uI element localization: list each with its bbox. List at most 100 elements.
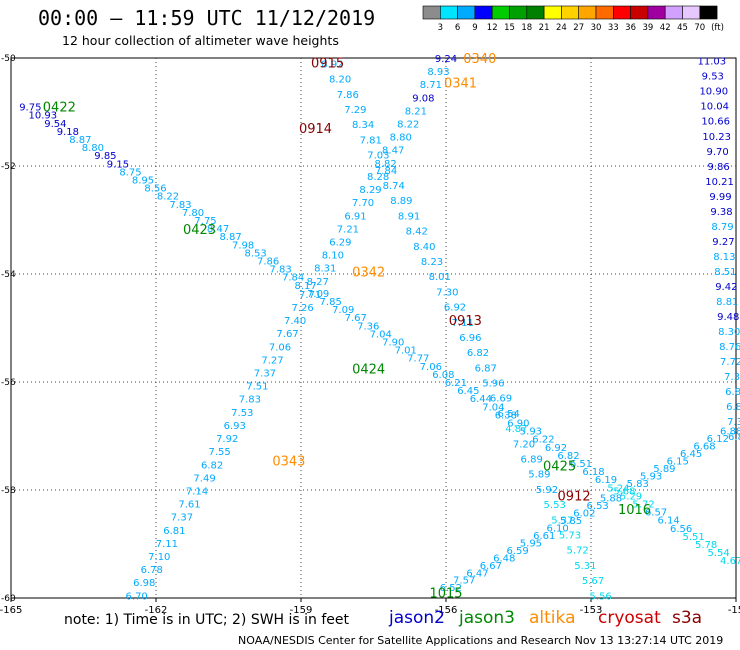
swh-value: 6.69: [490, 394, 512, 405]
swh-value: 5.93: [520, 427, 542, 438]
swh-value: 8.81: [716, 297, 738, 308]
swh-value: 7.3: [727, 417, 740, 428]
x-tick-label: -159: [290, 605, 313, 616]
swh-value: 8.31: [314, 264, 336, 275]
swh-value: 6.8: [728, 432, 740, 443]
swh-value: 8.51: [714, 267, 736, 278]
colorbar-tick: 18: [521, 23, 532, 33]
swh-value: 5.56: [590, 591, 612, 602]
swh-value: 6.57: [645, 508, 667, 519]
swh-value: 8.76: [719, 342, 740, 353]
swh-value: 8.42: [406, 227, 428, 238]
swh-value: 6.19: [595, 475, 617, 486]
swh-value: 5.72: [567, 546, 589, 557]
swh-value: 7.36: [357, 321, 379, 332]
colorbar-swatch: [457, 5, 476, 20]
swh-value: 10.21: [705, 177, 734, 188]
y-tick-label: -60: [1, 594, 16, 604]
swh-value: 9.86: [707, 162, 729, 173]
swh-value: 8.28: [367, 172, 389, 183]
swh-value: 6.8: [725, 387, 740, 398]
colorbar-swatch: [509, 5, 528, 20]
footnote: note: 1) Time is in UTC; 2) SWH is in fe…: [64, 612, 350, 628]
swh-value: 5.31: [574, 561, 596, 572]
swh-value: 6.67: [480, 561, 502, 572]
swh-value: 7.72: [720, 357, 740, 368]
swh-value: 6.48: [493, 553, 515, 564]
swh-value: 9.48: [717, 312, 739, 323]
y-tick-label: -54: [1, 270, 16, 280]
swh-value: 6.12: [707, 434, 729, 445]
pass-time-label: 0343: [272, 454, 305, 469]
swh-value: 5.54: [708, 548, 730, 559]
swh-value: 6.53: [587, 501, 609, 512]
colorbar-tick: 9: [472, 23, 477, 33]
swh-value: 8.80: [390, 133, 412, 144]
swh-value: 7.30: [436, 287, 458, 298]
swh-value: 6.61: [533, 531, 555, 542]
swh-value: 6.68: [693, 442, 715, 453]
swh-value: 7.71: [299, 290, 321, 301]
swh-value: 7.01: [395, 346, 417, 357]
colorbar-swatch: [526, 5, 545, 20]
swh-value: 7.67: [276, 329, 298, 340]
swh-value: 6.78: [141, 565, 163, 576]
swh-value: 8.47: [382, 146, 404, 157]
swh-value: 6.44: [470, 394, 492, 405]
swh-value: 8.79: [711, 222, 733, 233]
swh-value: 6.45: [680, 449, 702, 460]
swh-value: 8.34: [352, 120, 374, 131]
swh-value: 6.15: [667, 456, 689, 467]
swh-value: 7.75: [194, 216, 216, 227]
swh-value: 10.90: [699, 87, 728, 98]
swh-value: 7.27: [261, 355, 283, 366]
swh-value: 10.93: [29, 111, 58, 122]
swh-value: 7.3: [724, 372, 740, 383]
swh-value: 8.30: [718, 327, 740, 338]
pass-time-label: 0422: [43, 101, 76, 116]
pass-time-label: 0342: [352, 265, 385, 280]
swh-value: 7.53: [231, 408, 253, 419]
x-tick-label: -156: [435, 605, 458, 616]
swh-value: 6.18: [582, 467, 604, 478]
swh-value: 9.24: [435, 54, 457, 65]
swh-value: 7.98: [232, 240, 254, 251]
swh-value: 7.55: [209, 447, 231, 458]
colorbar-tick: 39: [642, 23, 653, 33]
swh-value: 7.77: [407, 354, 429, 365]
swh-value: 10.23: [702, 132, 731, 143]
y-tick-label: -56: [1, 378, 16, 388]
swh-value: 5.89: [528, 470, 550, 481]
colorbar-tick: 27: [573, 23, 584, 33]
legend-cryosat: cryosat: [598, 608, 661, 628]
swh-value: 7.83: [239, 395, 261, 406]
colorbar-swatch: [543, 5, 562, 20]
swh-value: 9.54: [44, 119, 66, 130]
swh-value: 5.85: [560, 516, 582, 527]
pass-time-label: 1016: [618, 503, 651, 518]
legend-jason3: jason3: [459, 608, 515, 628]
swh-value: 7.26: [292, 303, 314, 314]
swh-value: 8.21: [405, 106, 427, 117]
legend-altika: altika: [529, 608, 576, 628]
page-title: 00:00 – 11:59 UTC 11/12/2019: [38, 6, 376, 30]
pass-time-label: 0424: [352, 363, 385, 378]
swh-value: 9.70: [707, 147, 729, 158]
colorbar-tick: 15: [504, 23, 515, 33]
swh-value: 5.78: [695, 540, 717, 551]
colorbar-unit: (ft): [711, 23, 724, 33]
swh-value: 10.04: [700, 102, 729, 113]
swh-value: 6.59: [506, 546, 528, 557]
swh-value: 6.10: [546, 524, 568, 535]
swh-value: 10.66: [701, 117, 730, 128]
swh-value: 6.51: [570, 459, 592, 470]
x-tick-label: -165: [0, 605, 22, 616]
swh-value: 8.93: [427, 67, 449, 78]
swh-value: 9.53: [702, 72, 724, 83]
swh-value: 7.92: [216, 434, 238, 445]
swh-value: 7.11: [452, 318, 474, 329]
swh-value: 8.71: [420, 80, 442, 91]
swh-value: 7.37: [171, 513, 193, 524]
swh-value: 7.37: [254, 369, 276, 380]
swh-value: 9.27: [712, 237, 734, 248]
